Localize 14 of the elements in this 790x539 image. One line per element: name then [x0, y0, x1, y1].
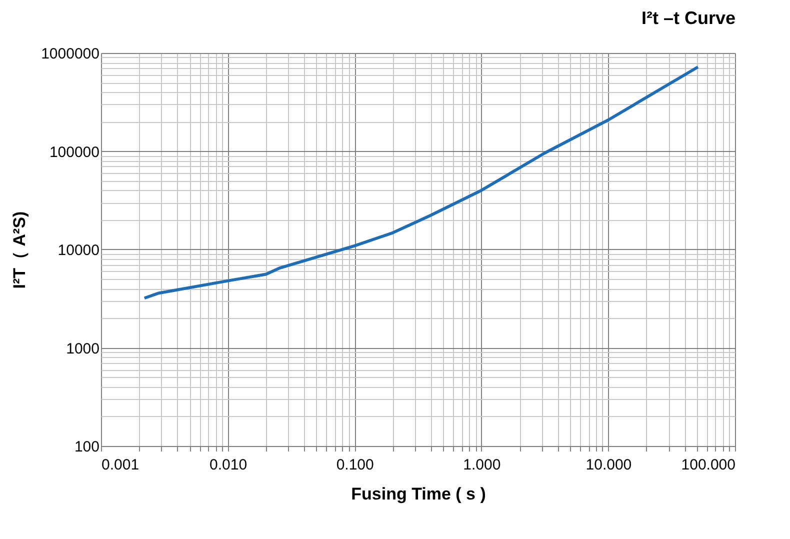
y-tick-label: 10000 [58, 242, 100, 259]
x-tick-label: 10.000 [586, 456, 632, 474]
x-tick-label: 0.001 [102, 456, 140, 474]
y-tick-label: 1000 [66, 340, 100, 358]
x-tick-label: 1.000 [463, 456, 501, 474]
y-tick-label: 1000000 [41, 46, 100, 62]
x-tick-label: 0.100 [336, 456, 374, 474]
x-tick-label: 100.000 [681, 456, 736, 474]
y-axis-title: I²T（ A²S) [10, 211, 30, 289]
x-axis-title: Fusing Time ( s ) [351, 484, 486, 504]
y-tick-label: 100000 [49, 144, 100, 161]
y-tick-label: 100 [74, 438, 100, 456]
x-tick-label: 0.010 [210, 456, 248, 474]
chart-title: I²t –t Curve [641, 8, 736, 28]
